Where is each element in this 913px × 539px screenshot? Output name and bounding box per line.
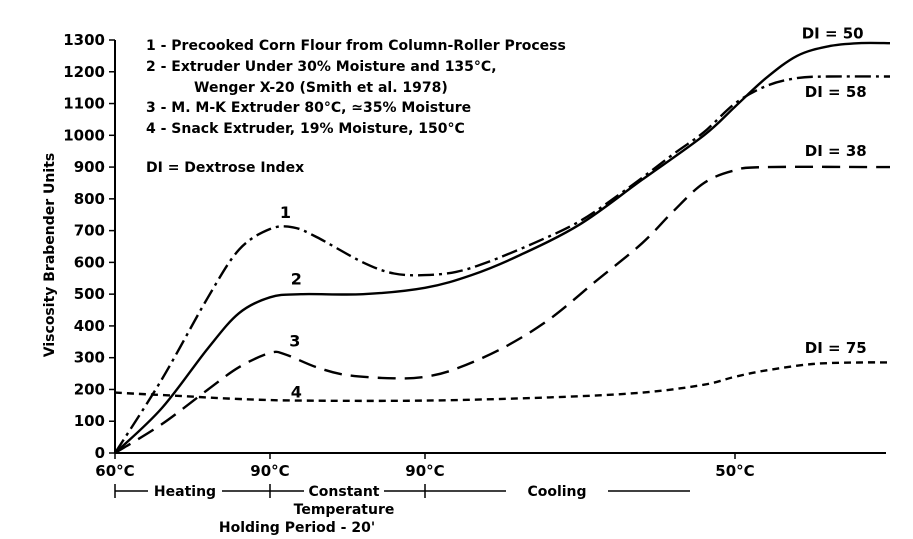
y-tick-label: 1000: [63, 126, 105, 144]
y-tick-label: 200: [74, 380, 105, 398]
y-tick-label: 700: [74, 222, 105, 240]
series-number-label-3: 3: [289, 332, 300, 351]
x-tick-label: 90°C: [250, 462, 289, 480]
series-di-label-2: DI = 50: [802, 24, 864, 42]
series-line-2: [114, 41, 891, 454]
x-ticks: 60°C 90°C 90°C 50°C: [95, 453, 755, 480]
series-line-3: [114, 165, 891, 455]
y-tick-label: 100: [74, 412, 105, 430]
x-tick-label: 60°C: [95, 462, 134, 480]
x-tick-label: 50°C: [715, 462, 754, 480]
legend-entry-1: 1 - Precooked Corn Flour from Column-Rol…: [146, 38, 566, 54]
y-tick-label: 500: [74, 285, 105, 303]
legend-entry-3: 3 - M. M-K Extruder 80°C, ≃35% Moisture: [146, 100, 471, 116]
series-di-label-1: DI = 58: [805, 83, 867, 101]
y-tick-label: 300: [74, 349, 105, 367]
phase-cooling-label: Cooling: [527, 484, 586, 500]
series-di-label-3: DI = 38: [805, 142, 867, 160]
y-tick-label: 400: [74, 317, 105, 335]
phase-bar: Heating Constant Temperature Cooling Hold…: [114, 484, 690, 536]
series-line-4: [114, 361, 891, 403]
y-tick-label: 1100: [63, 95, 105, 113]
y-tick-label: 1200: [63, 63, 105, 81]
legend-entry-2-cont: Wenger X-20 (Smith et al. 1978): [194, 80, 448, 96]
y-tick-label: 0: [95, 444, 105, 462]
series-group: [113, 41, 891, 455]
phase-heating-label: Heating: [154, 484, 216, 500]
x-tick-label: 90°C: [405, 462, 444, 480]
y-tick-label: 900: [74, 158, 105, 176]
series-number-label-2: 2: [291, 270, 302, 289]
phase-constant-temperature-label: Constant Temperature: [294, 484, 395, 518]
y-tick-label: 600: [74, 253, 105, 271]
series-di-label-4: DI = 75: [805, 339, 867, 357]
dextrose-index-note: DI = Dextrose Index: [146, 160, 304, 176]
legend-entry-2: 2 - Extruder Under 30% Moisture and 135°…: [146, 59, 497, 75]
legend-entry-4: 4 - Snack Extruder, 19% Moisture, 150°C: [146, 121, 465, 137]
series-number-label-4: 4: [291, 382, 302, 401]
y-axis-label: Viscosity Brabender Units: [42, 153, 58, 357]
y-ticks: 0 100 200 300 400 500 600 700 800 900 1000 1100 1200…: [63, 31, 115, 462]
y-tick-label: 1300: [63, 31, 105, 49]
series-labels: 1 DI = 58 2 DI = 50 3 DI = 38 4 DI = 75: [280, 24, 867, 401]
series-number-label-1: 1: [280, 203, 291, 222]
y-tick-label: 800: [74, 190, 105, 208]
holding-period-label: Holding Period - 20': [219, 520, 375, 536]
